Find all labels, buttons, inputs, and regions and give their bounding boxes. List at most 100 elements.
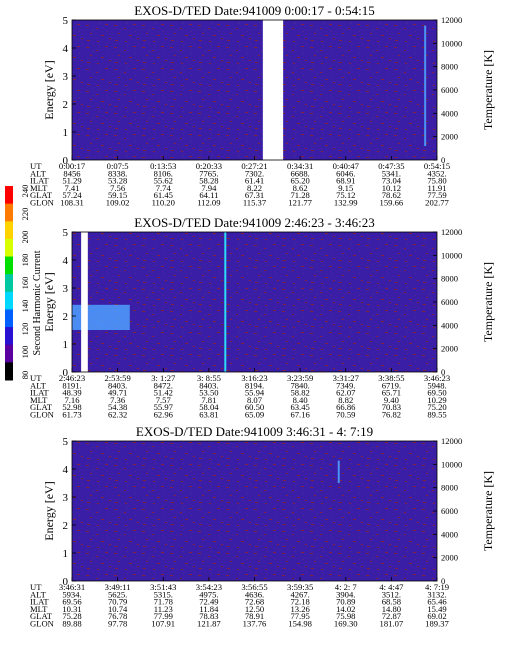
table-cell: 8403. <box>199 380 218 390</box>
table-cell: 70.59 <box>336 410 355 420</box>
table-cell: 0:20:33 <box>196 161 222 171</box>
table-cell: 8.22 <box>247 183 262 193</box>
table-cell: 53.50 <box>199 388 218 398</box>
table-cell: 154.98 <box>288 619 312 629</box>
table-cell: 72.87 <box>382 611 402 621</box>
table-cell: 73.04 <box>382 176 402 186</box>
table-cell: 8106. <box>154 168 173 178</box>
table-cell: 67.31 <box>245 190 264 200</box>
table-cell: 78.91 <box>245 611 264 621</box>
table-cell: 0:00:17 <box>59 161 86 171</box>
y-axis-label: Energy [eV] <box>42 481 56 540</box>
table-cell: 3: 1:27 <box>151 373 176 383</box>
table-cell: 7.94 <box>201 183 217 193</box>
table-cell: 4: 2: 7 <box>335 582 358 592</box>
heatmap-streak <box>424 25 427 147</box>
y-right-tick-label: 6000 <box>441 297 458 307</box>
table-cell: 3:56:55 <box>241 582 267 592</box>
table-row-label: GLON <box>30 198 55 208</box>
table-cell: 7.36 <box>110 395 126 405</box>
table-cell: 61.73 <box>62 410 81 420</box>
table-cell: 202.77 <box>425 198 449 208</box>
table-cell: 75.20 <box>427 402 446 412</box>
colorbar-tick-label: 80 <box>20 371 30 380</box>
table-cell: 3:46:23 <box>424 373 450 383</box>
table-cell: 48.39 <box>62 388 81 398</box>
y-right-tick-label: 2000 <box>441 344 458 354</box>
table-cell: 9.15 <box>338 183 353 193</box>
table-cell: 14.02 <box>336 604 355 614</box>
table-cell: 69.02 <box>427 611 446 621</box>
table-row-label: UT <box>30 161 42 171</box>
table-cell: 67.16 <box>290 410 310 420</box>
y-tick-label: 0 <box>63 576 69 588</box>
table-cell: 52.98 <box>62 402 81 412</box>
y-tick-label: 1 <box>63 127 69 139</box>
table-cell: 75.28 <box>62 611 81 621</box>
colorbar-tick-label: 240 <box>20 185 30 198</box>
colorbar-segment <box>5 344 13 363</box>
heatmap-texture <box>72 441 437 581</box>
table-cell: 8.40 <box>293 395 308 405</box>
table-cell: 2:53:59 <box>104 373 130 383</box>
y-right-tick-label: 0 <box>441 367 445 377</box>
table-cell: 12.50 <box>245 604 264 614</box>
table-cell: 11.23 <box>154 604 173 614</box>
table-cell: 7765. <box>199 168 218 178</box>
y-tick-label: 1 <box>63 339 69 351</box>
table-cell: 65.71 <box>382 388 401 398</box>
table-cell: 5341. <box>382 168 401 178</box>
table-cell: 3:31:27 <box>333 373 360 383</box>
table-cell: 58.28 <box>199 176 218 186</box>
colorbar-tick-label: 200 <box>20 231 30 244</box>
y-right-tick-label: 8000 <box>441 483 458 493</box>
table-cell: 63.81 <box>199 410 218 420</box>
y-right-tick-label: 4000 <box>441 108 458 118</box>
table-row-label: MLT <box>30 395 48 405</box>
table-cell: 7.57 <box>156 395 172 405</box>
table-cell: 169.30 <box>334 619 358 629</box>
table-cell: 9.40 <box>384 395 399 405</box>
table-row-label: ILAT <box>30 176 49 186</box>
table-cell: 77.59 <box>427 190 446 200</box>
table-cell: 8.82 <box>338 395 353 405</box>
table-cell: 11.91 <box>427 183 446 193</box>
table-cell: 107.91 <box>151 619 175 629</box>
y-tick-label: 4 <box>63 255 69 267</box>
table-cell: 6719. <box>382 380 401 390</box>
table-cell: 8338. <box>108 168 127 178</box>
table-cell: 137.76 <box>243 619 267 629</box>
table-cell: 0:13:53 <box>150 161 176 171</box>
y-tick-label: 4 <box>63 43 69 55</box>
table-cell: 72.68 <box>245 597 264 607</box>
table-cell: 89.55 <box>427 410 446 420</box>
y-right-tick-label: 8000 <box>441 274 458 284</box>
table-row-label: UT <box>30 582 42 592</box>
colorbar-segment <box>5 327 13 346</box>
table-cell: 3132. <box>427 589 446 599</box>
colorbar: 240 220 200 180 160 140 120 100 80 Second Harmoni… <box>5 185 43 381</box>
table-cell: 10.29 <box>427 395 446 405</box>
heatmap-streak <box>224 232 227 372</box>
data-gap <box>262 20 284 160</box>
heatmap-panel: EXOS-D/TED Date:941009 2:46:23 - 3:46:23… <box>30 215 495 420</box>
table-cell: 62.32 <box>108 410 127 420</box>
table-cell: 68.91 <box>336 176 355 186</box>
heatmap-band <box>72 304 130 330</box>
colorbar-segment <box>5 291 13 310</box>
y-tick-label: 0 <box>63 367 69 379</box>
table-row-label: ALT <box>30 168 47 178</box>
panel-title: EXOS-D/TED Date:941009 3:46:31 - 4: 7:19 <box>136 424 373 439</box>
table-cell: 76.82 <box>382 410 401 420</box>
table-cell: 14.80 <box>382 604 401 614</box>
table-cell: 77.99 <box>154 611 173 621</box>
table-row-label: ALT <box>30 589 47 599</box>
table-cell: 3:46:31 <box>59 582 85 592</box>
table-cell: 8.62 <box>293 183 308 193</box>
table-cell: 3:51:43 <box>150 582 176 592</box>
panel-title: EXOS-D/TED Date:941009 0:00:17 - 0:54:15 <box>134 3 374 18</box>
table-cell: 63.45 <box>290 402 309 412</box>
table-row-label: GLON <box>30 410 55 420</box>
table-cell: 15.49 <box>427 604 446 614</box>
table-cell: 62.07 <box>336 388 356 398</box>
